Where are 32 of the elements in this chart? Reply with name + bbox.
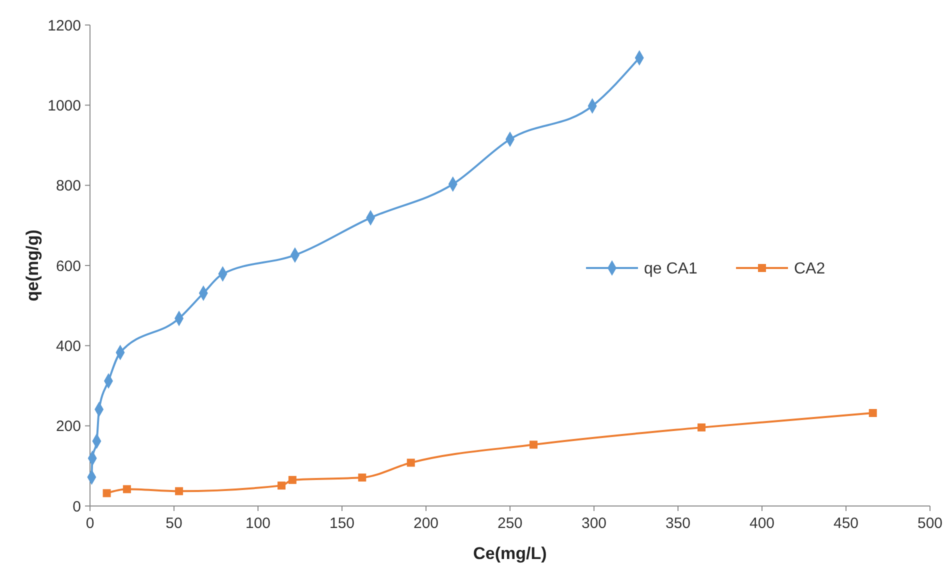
y-tick-label: 800 xyxy=(56,178,81,195)
y-tick-label: 400 xyxy=(56,338,81,355)
x-axis-title: Ce(mg/L) xyxy=(473,544,547,563)
y-tick-label: 200 xyxy=(56,418,81,436)
x-tick-label: 300 xyxy=(581,515,607,532)
y-axis-title: qe(mg/g) xyxy=(23,230,42,302)
x-tick-label: 200 xyxy=(413,515,439,532)
x-tick-label: 400 xyxy=(749,515,775,532)
point xyxy=(122,485,131,494)
y-tick-label: 1200 xyxy=(48,17,81,34)
legend-label: qe CA1 xyxy=(644,260,698,278)
point xyxy=(278,482,286,490)
point xyxy=(102,489,111,498)
x-tick-label: 100 xyxy=(245,515,271,532)
x-tick-label: 500 xyxy=(917,515,943,532)
x-tick-label: 450 xyxy=(833,515,859,532)
point xyxy=(406,458,415,467)
x-tick-label: 150 xyxy=(329,515,355,532)
point xyxy=(530,440,538,449)
y-tick-label: 1000 xyxy=(48,97,81,114)
point xyxy=(358,474,366,482)
x-tick-label: 0 xyxy=(86,515,94,532)
x-tick-label: 250 xyxy=(497,515,523,532)
y-tick-label: 600 xyxy=(56,258,81,275)
point xyxy=(698,423,706,432)
point xyxy=(175,487,184,496)
point xyxy=(868,409,877,418)
legend-label: CA2 xyxy=(794,260,826,278)
y-tick-label: 0 xyxy=(72,498,81,516)
x-tick-label: 50 xyxy=(166,515,182,532)
x-tick-label: 350 xyxy=(665,515,691,532)
point xyxy=(288,476,296,484)
